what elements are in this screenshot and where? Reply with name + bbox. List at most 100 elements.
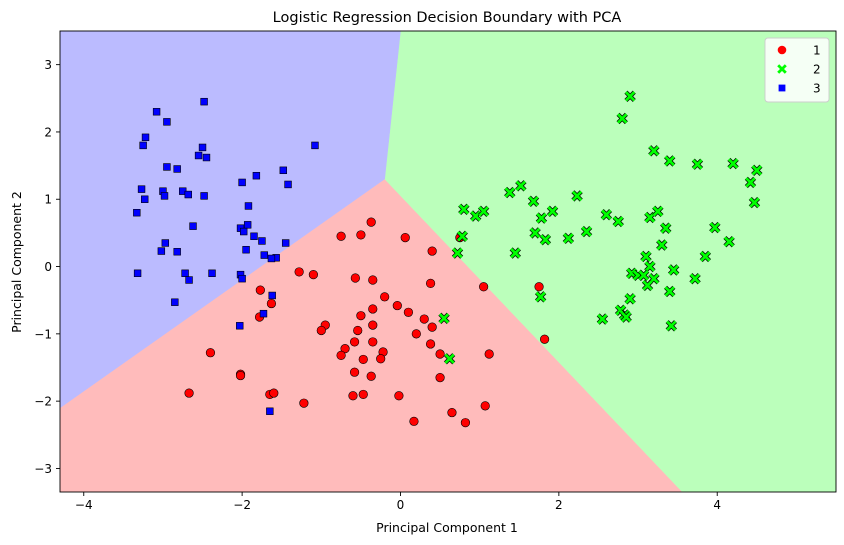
legend-marker-2 <box>777 64 787 74</box>
data-point-class-2 <box>456 230 468 242</box>
data-point-class-1 <box>353 325 363 336</box>
data-point-class-2 <box>656 239 668 251</box>
x-marker-fill <box>470 210 481 222</box>
data-point-class-1 <box>366 217 376 227</box>
data-point-class-2 <box>470 210 482 222</box>
data-point-class-2 <box>648 272 660 285</box>
x-marker-fill <box>709 222 721 233</box>
data-point-class-1 <box>235 370 246 381</box>
data-point-class-2 <box>748 196 761 209</box>
data-point-class-3 <box>260 251 268 259</box>
data-point-class-2 <box>509 247 521 259</box>
x-marker-fill <box>478 206 489 217</box>
data-point-class-1 <box>380 292 390 302</box>
data-point-class-2 <box>751 164 763 176</box>
x-marker-fill <box>644 261 656 272</box>
x-marker-fill <box>640 251 652 262</box>
data-point-class-3 <box>194 151 203 160</box>
data-point-class-1 <box>534 282 544 292</box>
x-marker-fill <box>648 145 660 156</box>
data-point-class-3 <box>243 221 252 229</box>
data-point-class-3 <box>250 232 258 240</box>
data-point-class-2 <box>664 285 676 298</box>
x-marker-fill <box>642 280 653 291</box>
data-point-class-3 <box>202 153 211 162</box>
data-point-class-1 <box>540 334 550 344</box>
data-point-class-2 <box>689 272 701 285</box>
data-point-class-1 <box>358 389 368 400</box>
legend-marker-1 <box>777 45 787 55</box>
x-marker-fill <box>749 197 760 208</box>
x-marker-fill <box>652 206 664 217</box>
x-marker-fill <box>510 247 521 259</box>
x-marker-fill <box>689 273 701 284</box>
data-point-class-3 <box>139 141 147 150</box>
data-point-class-1 <box>184 388 194 398</box>
x-marker-fill <box>660 222 671 234</box>
data-point-class-2 <box>612 215 624 228</box>
data-point-class-3 <box>157 247 166 255</box>
data-point-class-1 <box>356 230 366 240</box>
data-point-class-2 <box>534 291 547 303</box>
data-point-class-3 <box>281 239 290 247</box>
data-point-class-2 <box>580 225 593 238</box>
data-point-class-3 <box>284 180 292 189</box>
data-point-class-1 <box>480 401 490 411</box>
data-point-class-3 <box>181 269 189 277</box>
data-point-class-2 <box>527 195 540 207</box>
data-point-class-1 <box>425 339 436 349</box>
data-point-class-2 <box>443 353 456 365</box>
data-point-class-3 <box>171 298 179 306</box>
data-point-class-1 <box>255 285 265 295</box>
x-tick-label: 4 <box>713 498 721 512</box>
x-marker-fill <box>751 165 763 176</box>
data-point-class-2 <box>458 203 470 216</box>
data-point-class-3 <box>163 163 171 171</box>
x-marker-fill <box>504 187 515 198</box>
data-point-class-2 <box>660 222 672 234</box>
data-point-class-3 <box>141 195 149 203</box>
data-point-class-1 <box>368 275 378 285</box>
data-point-class-1 <box>419 314 429 324</box>
data-point-class-3 <box>266 407 274 415</box>
y-tick-label: −2 <box>34 395 52 409</box>
x-marker-fill <box>624 91 636 102</box>
data-point-class-2 <box>571 190 583 202</box>
data-point-class-3 <box>189 222 197 230</box>
data-point-class-2 <box>727 157 739 170</box>
data-point-class-1 <box>427 322 437 332</box>
data-point-class-1 <box>308 270 318 280</box>
data-point-class-2 <box>709 221 721 234</box>
x-marker-fill <box>571 190 583 202</box>
data-point-class-3 <box>200 97 208 106</box>
data-point-class-2 <box>667 264 680 276</box>
x-marker-fill <box>664 286 675 297</box>
data-point-class-2 <box>620 311 632 323</box>
data-point-class-1 <box>269 388 279 398</box>
data-point-class-1 <box>435 349 445 359</box>
data-point-class-1 <box>299 398 309 408</box>
x-marker-fill <box>700 251 711 262</box>
data-point-class-2 <box>665 320 677 332</box>
x-marker-fill <box>601 209 612 220</box>
data-point-class-2 <box>624 90 636 102</box>
plot-area: −4 −2 0 2 4 −3 −2 −1 0 1 2 3 1 2 3 <box>34 30 837 512</box>
x-marker-fill <box>666 320 677 331</box>
data-point-class-3 <box>238 274 246 283</box>
x-marker-fill <box>536 212 547 224</box>
plot-frame <box>59 30 837 493</box>
data-point-class-2 <box>600 209 613 221</box>
data-point-class-3 <box>208 269 216 277</box>
data-point-class-2 <box>451 247 464 259</box>
data-point-class-2 <box>744 176 757 189</box>
data-point-class-3 <box>133 269 142 277</box>
data-point-class-3 <box>279 166 287 175</box>
data-point-class-2 <box>562 232 575 244</box>
x-marker-fill <box>723 236 735 247</box>
legend-marker-3 <box>778 84 786 92</box>
x-marker-fill <box>638 270 649 281</box>
x-marker-fill <box>617 113 628 124</box>
data-point-class-1 <box>336 350 346 360</box>
data-point-class-3 <box>200 192 208 200</box>
